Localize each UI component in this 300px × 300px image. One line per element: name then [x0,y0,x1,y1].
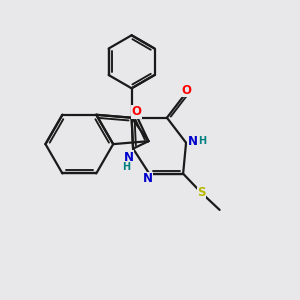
Text: O: O [132,105,142,118]
Text: S: S [197,186,206,199]
Text: H: H [198,136,206,146]
Text: O: O [181,84,191,97]
Text: N: N [124,151,134,164]
Text: H: H [122,162,130,172]
Text: N: N [143,172,153,185]
Text: N: N [188,135,197,148]
